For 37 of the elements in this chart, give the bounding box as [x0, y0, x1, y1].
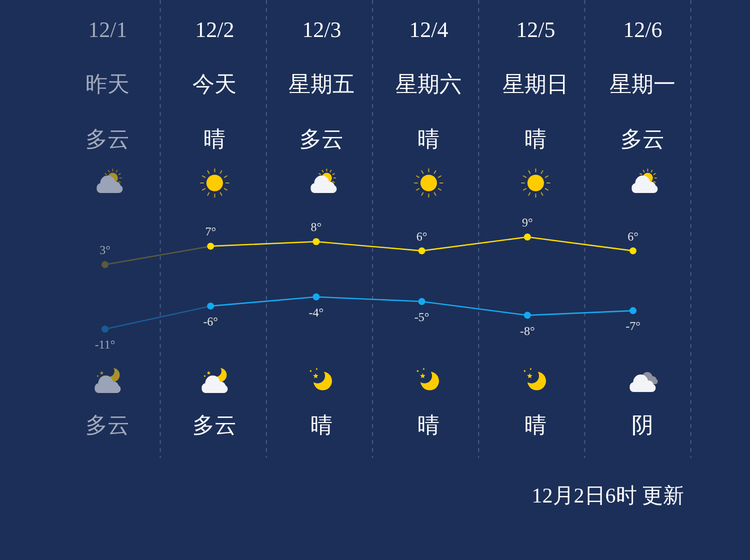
data-label: -8° — [520, 324, 535, 338]
annotation: 晴 — [524, 412, 547, 438]
data-label: -4° — [308, 305, 324, 320]
annotation: 多云 — [86, 412, 130, 438]
data-label: 6° — [416, 229, 428, 244]
data-label: 3° — [100, 243, 110, 258]
x-tick-label: 12/5 — [516, 17, 556, 42]
annotation: 多云 — [86, 126, 130, 152]
x-tick-label: 12/6 — [623, 17, 662, 42]
annotation: 星期日 — [502, 72, 569, 96]
data-label: -6° — [203, 314, 218, 329]
x-tick-label: 12/4 — [409, 17, 448, 42]
annotation: 昨天 — [86, 72, 130, 96]
annotation: 多云 — [300, 126, 344, 152]
data-label: 6° — [628, 229, 638, 244]
annotation: 多云 — [192, 412, 237, 438]
data-label: 7° — [205, 224, 216, 239]
x-tick-label: 12/1 — [88, 17, 128, 42]
annotation: 星期六 — [396, 72, 462, 96]
annotation: 阴 — [632, 412, 654, 438]
annotation: 晴 — [524, 126, 547, 152]
annotation: 12月2日6时 更新 — [532, 484, 684, 508]
annotation: 星期五 — [288, 72, 355, 96]
x-tick-label: 12/2 — [195, 17, 234, 42]
annotation: 晴 — [418, 126, 440, 152]
x-tick-label: 12/3 — [302, 17, 342, 42]
data-label: 9° — [522, 216, 533, 230]
annotation: 晴 — [418, 412, 440, 438]
annotation: 晴 — [204, 126, 226, 152]
data-label: -5° — [414, 310, 430, 324]
annotation: 今天 — [192, 72, 237, 96]
data-label: -7° — [626, 319, 640, 334]
annotation: 多云 — [620, 126, 665, 152]
annotation: 星期一 — [610, 72, 676, 96]
data-label: 8° — [310, 220, 322, 234]
data-label: -11° — [94, 338, 116, 352]
annotation: 晴 — [310, 412, 333, 438]
